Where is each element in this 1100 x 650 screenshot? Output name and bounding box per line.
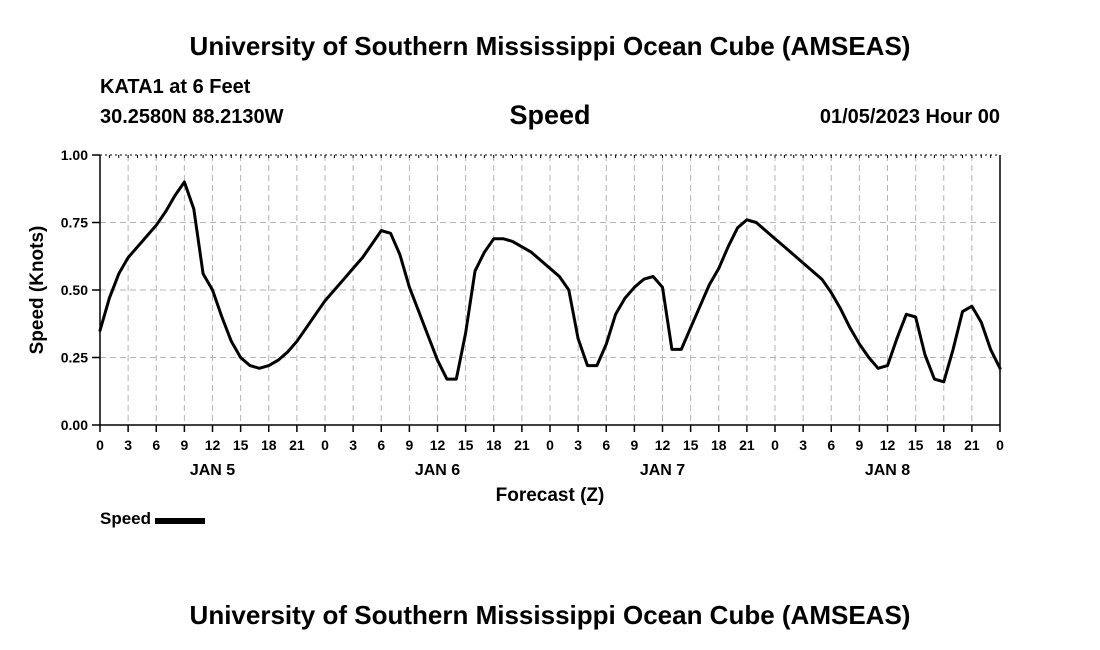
x-tick-label: 3 — [124, 437, 132, 453]
x-tick-label: 21 — [964, 437, 980, 453]
x-tick-label: 3 — [574, 437, 582, 453]
x-tick-label: 0 — [771, 437, 779, 453]
x-tick-label: 18 — [261, 437, 277, 453]
x-tick-label: 18 — [711, 437, 727, 453]
legend-line-swatch — [155, 517, 206, 524]
y-tick-label: 0.75 — [61, 215, 88, 231]
x-tick-label: 9 — [630, 437, 638, 453]
x-tick-label: 18 — [936, 437, 952, 453]
x-tick-label: 9 — [405, 437, 413, 453]
y-axis-label: Speed (Knots) — [27, 226, 48, 355]
x-tick-label: 6 — [152, 437, 160, 453]
x-tick-label: 0 — [96, 437, 104, 453]
y-tick-label: 0.00 — [61, 417, 88, 433]
x-tick-label: 12 — [205, 437, 221, 453]
x-tick-label: 18 — [486, 437, 502, 453]
station-label: KATA1 at 6 Feet — [100, 76, 251, 98]
x-tick-label: 9 — [855, 437, 863, 453]
x-tick-label: 15 — [233, 437, 249, 453]
x-tick-label: 6 — [377, 437, 385, 453]
coordinates-label: 30.2580N 88.2130W — [100, 106, 284, 128]
series-line-speed — [98, 180, 1002, 384]
grid — [100, 154, 1000, 425]
forecast-datetime: 01/05/2023 Hour 00 — [819, 106, 1000, 128]
x-tick-label: 15 — [458, 437, 474, 453]
axes: 0.00 0.25 0.50 0.75 1.00 0 3 6 9 12 15 18 21 0 3 6 9 12 15… — [61, 147, 1004, 479]
footer-title: University of Southern Mississippi Ocean… — [189, 600, 911, 630]
x-tick-label: 6 — [602, 437, 610, 453]
x-tick-label: 15 — [683, 437, 699, 453]
series-layer — [98, 180, 1002, 384]
y-tick-label: 0.50 — [61, 282, 88, 298]
day-label: JAN 8 — [865, 462, 910, 479]
legend: Speed — [100, 509, 206, 529]
x-tick-label: 21 — [289, 437, 305, 453]
day-label: JAN 7 — [640, 462, 685, 479]
x-tick-label: 12 — [880, 437, 896, 453]
x-tick-label: 12 — [430, 437, 446, 453]
x-tick-label: 21 — [739, 437, 755, 453]
x-tick-label: 0 — [996, 437, 1004, 453]
day-label: JAN 5 — [190, 462, 235, 479]
x-tick-label: 6 — [827, 437, 835, 453]
x-tick-label: 0 — [546, 437, 554, 453]
y-tick-label: 0.25 — [61, 350, 88, 366]
day-label: JAN 6 — [415, 462, 460, 479]
x-tick-label: 21 — [514, 437, 530, 453]
chart-title: Speed — [509, 100, 591, 130]
x-axis-label: Forecast (Z) — [496, 485, 605, 506]
x-tick-label: 3 — [799, 437, 807, 453]
x-tick-label: 12 — [655, 437, 671, 453]
y-tick-label: 1.00 — [61, 147, 88, 163]
x-tick-label: 15 — [908, 437, 924, 453]
x-tick-label: 0 — [321, 437, 329, 453]
x-tick-label: 3 — [349, 437, 357, 453]
legend-label: Speed — [100, 509, 152, 528]
page-title: University of Southern Mississippi Ocean… — [189, 31, 911, 61]
x-tick-label: 9 — [180, 437, 188, 453]
